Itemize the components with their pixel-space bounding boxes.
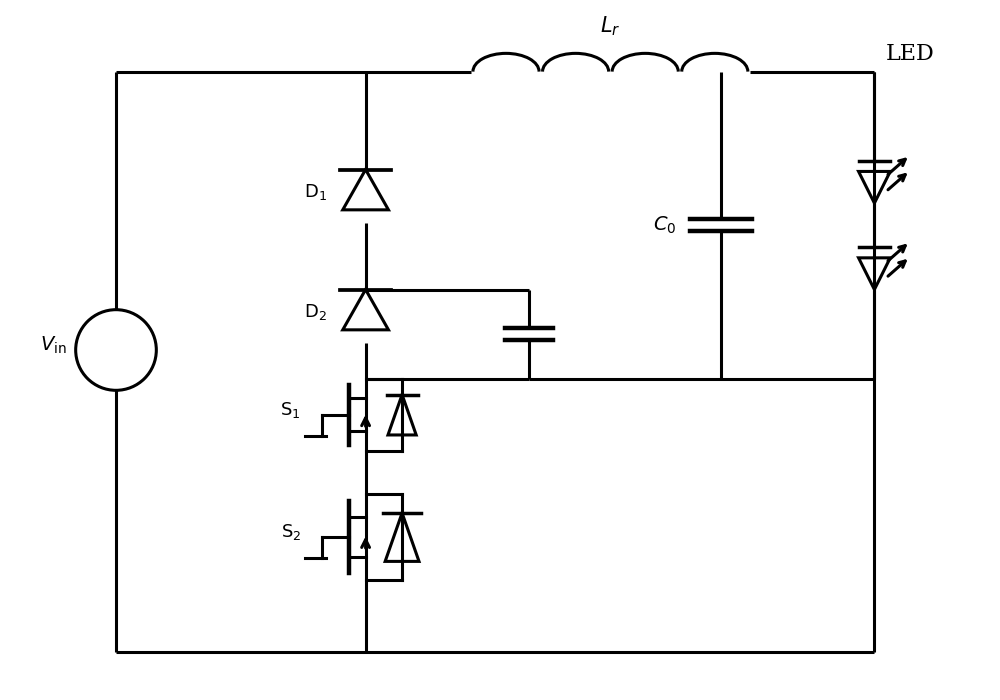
- Text: LED: LED: [886, 43, 935, 65]
- Text: D$_1$: D$_1$: [304, 181, 327, 202]
- Text: $L_r$: $L_r$: [600, 15, 621, 38]
- Text: S$_1$: S$_1$: [280, 400, 301, 420]
- Text: $V_{\mathrm{in}}$: $V_{\mathrm{in}}$: [40, 335, 67, 356]
- Text: S$_2$: S$_2$: [281, 522, 301, 543]
- Text: $C_0$: $C_0$: [653, 214, 677, 236]
- Text: D$_2$: D$_2$: [304, 302, 327, 321]
